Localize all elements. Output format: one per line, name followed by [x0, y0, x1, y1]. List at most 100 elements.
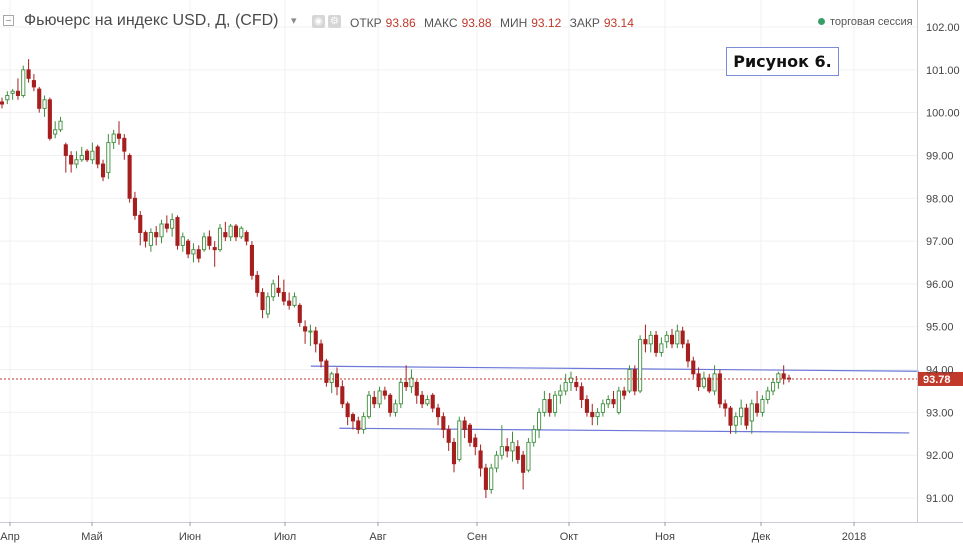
candle-body — [483, 467, 488, 490]
candle-body — [175, 217, 180, 246]
candle-body — [420, 394, 425, 405]
candle-body — [563, 381, 568, 392]
candle-body — [334, 373, 340, 388]
candle-body — [606, 399, 611, 405]
candle-body — [654, 334, 659, 353]
candle-body — [664, 334, 669, 343]
candle-body — [489, 467, 494, 490]
price-axis[interactable]: 91.00 92.00 93.00 94.00 95.00 96.00 97.00 98.00… — [917, 0, 960, 522]
candle-body — [622, 390, 627, 396]
candle-body — [739, 407, 744, 418]
candle-body — [186, 240, 191, 255]
high-label: МАКС — [424, 16, 458, 30]
candle-body — [265, 296, 270, 315]
x-tick-label: Апр — [0, 531, 19, 543]
candle-body — [260, 292, 265, 311]
candle-body — [287, 300, 292, 306]
candle-body — [138, 214, 143, 233]
candle-body — [196, 249, 201, 259]
candle-body — [207, 236, 212, 246]
y-tick-label: 94.00 — [926, 365, 954, 377]
candle-body — [53, 129, 58, 135]
candle-body — [467, 424, 472, 443]
candle-body — [515, 446, 520, 460]
candle-body — [435, 407, 441, 418]
y-tick-label: 102.00 — [926, 22, 960, 34]
time-axis[interactable]: Апр Май Июн Июл Авг Сен Окт Ноя Дек 2018 — [0, 522, 963, 543]
candle-body — [558, 390, 563, 396]
y-tick-label: 99.00 — [926, 150, 954, 162]
candle-body — [31, 80, 36, 88]
candle-body — [132, 197, 137, 216]
candle-body — [148, 232, 153, 246]
candle-body — [356, 420, 361, 430]
chevron-down-icon[interactable]: ▾ — [291, 15, 297, 27]
candle-body — [659, 343, 664, 353]
candle-body — [297, 304, 302, 323]
candle-body — [281, 292, 286, 302]
candle-body — [361, 416, 366, 430]
candle-body — [473, 437, 478, 448]
candle-body — [95, 146, 100, 165]
x-tick-label: Дек — [752, 531, 771, 543]
candle-body — [223, 232, 228, 238]
candle-body — [510, 441, 515, 452]
candle-body — [669, 334, 675, 345]
chart-header: Фьючерс на индекс USD, Д, (CFD) ▾ ◉ ⚙ ОТ… — [0, 0, 920, 40]
candle-body — [728, 407, 733, 426]
candle-body — [398, 381, 403, 405]
candle-body — [308, 330, 313, 333]
candle-body — [685, 343, 691, 362]
candle-body — [505, 446, 510, 452]
candle-body — [675, 330, 680, 345]
candle-body — [244, 232, 249, 242]
candle-body — [313, 330, 318, 345]
candle-body — [643, 339, 648, 345]
x-tick-label: Июн — [179, 531, 201, 543]
y-tick-label: 91.00 — [926, 493, 954, 505]
x-tick-label: Сен — [467, 531, 487, 543]
candle-body — [74, 159, 79, 165]
eye-icon[interactable]: ◉ — [312, 15, 325, 28]
candle-body — [701, 377, 706, 388]
y-tick-label: 100.00 — [926, 108, 960, 120]
candle-body — [303, 326, 308, 332]
candle-body — [499, 446, 504, 456]
candle-body — [350, 414, 356, 422]
candle-body — [425, 399, 430, 405]
candle-body — [521, 454, 526, 473]
candle-body — [590, 411, 595, 418]
candle-body — [430, 394, 435, 409]
candle-body — [770, 381, 776, 392]
symbol-title[interactable]: Фьючерс на индекс USD, Д, (CFD) — [24, 12, 279, 29]
low-label: МИН — [499, 16, 528, 30]
y-tick-label: 92.00 — [926, 450, 954, 462]
close-label: ЗАКР — [569, 16, 600, 30]
candle-body — [90, 150, 95, 161]
candle-body — [217, 227, 223, 251]
candle-body — [37, 88, 42, 109]
settings-icon[interactable]: ⚙ — [328, 15, 341, 28]
x-tick-label: 2018 — [842, 531, 866, 543]
candle-body — [627, 369, 632, 392]
candle-body — [765, 390, 770, 400]
candle-body — [446, 429, 451, 443]
candle-body — [638, 339, 643, 392]
candle-body — [154, 232, 159, 238]
x-tick-label: Июл — [274, 531, 296, 543]
candle-body — [542, 399, 547, 413]
candle-body — [749, 403, 754, 422]
candle-body — [393, 403, 398, 413]
current-price-tag — [918, 371, 963, 386]
collapse-icon[interactable] — [3, 15, 14, 26]
candle-body — [143, 232, 148, 242]
y-tick-label: 98.00 — [926, 193, 954, 205]
candle-body — [574, 381, 579, 388]
candle-body — [744, 407, 749, 426]
candle-body — [47, 99, 52, 139]
candle-body — [122, 137, 127, 152]
candle-body — [691, 360, 696, 375]
candle-body — [377, 390, 382, 405]
candle-body — [63, 144, 68, 156]
